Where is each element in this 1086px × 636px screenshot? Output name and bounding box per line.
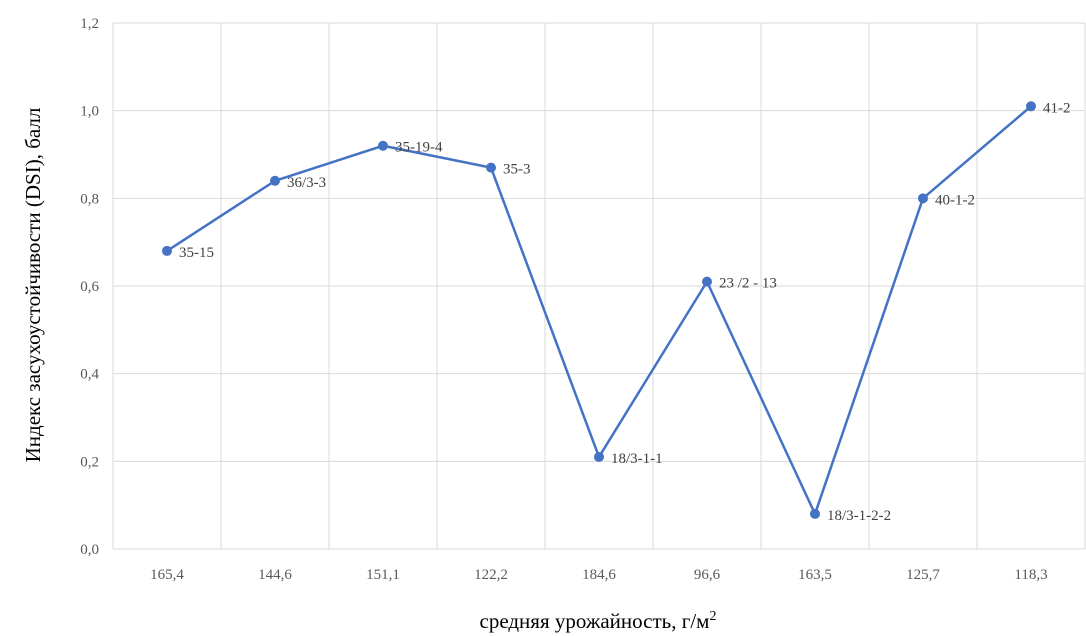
y-tick-label: 0,6 <box>80 279 99 295</box>
x-tick-label: 165,4 <box>150 567 184 583</box>
data-point <box>378 140 388 151</box>
data-point <box>810 508 820 519</box>
data-label: 35-19-4 <box>395 140 443 156</box>
data-label: 41-2 <box>1043 100 1071 116</box>
x-tick-label: 118,3 <box>1014 567 1047 583</box>
series-layer <box>162 101 1036 519</box>
data-point <box>702 276 712 287</box>
y-tick-label: 1,0 <box>80 104 99 120</box>
y-tick-label: 0,8 <box>80 191 99 207</box>
y-tick-label: 0,2 <box>80 454 99 470</box>
x-tick-label: 151,1 <box>366 567 400 583</box>
data-point <box>1026 101 1036 112</box>
y-tick-label: 1,2 <box>80 16 99 32</box>
data-point <box>162 245 172 256</box>
label-layer: 35-15 36/3-3 35-19-4 35-3 18/3-1-1 23 /2 - 13… <box>179 100 1071 524</box>
y-axis-title: Индекс засухоустойчивости (DSI), балл <box>21 108 45 463</box>
y-tick-label: 0,0 <box>80 542 99 558</box>
data-label: 18/3-1-2-2 <box>827 508 891 524</box>
data-point <box>270 175 280 186</box>
x-tick-label: 96,6 <box>694 567 721 583</box>
x-tick-label: 144,6 <box>258 567 292 583</box>
grid-layer <box>112 22 1086 550</box>
x-tick-label: 125,7 <box>906 567 940 583</box>
x-tick-label: 184,6 <box>582 567 616 583</box>
x-tick-label: 122,2 <box>474 567 508 583</box>
data-point <box>486 162 496 173</box>
data-label: 35-3 <box>503 162 531 178</box>
data-label: 18/3-1-1 <box>611 451 663 467</box>
data-point <box>918 193 928 204</box>
axis-layer: 0,0 0,2 0,4 0,6 0,8 1,0 1,2 165,4 144,6 151,1 122,… <box>80 16 1047 583</box>
x-axis-title: средняя урожайность, г/м2 <box>480 609 717 633</box>
data-label: 40-1-2 <box>935 192 975 208</box>
data-point <box>594 451 604 462</box>
y-tick-label: 0,4 <box>80 367 99 383</box>
data-label: 35-15 <box>179 245 214 261</box>
x-axis-title-superscript: 2 <box>709 609 716 624</box>
x-axis-title-text: средняя урожайность, г/м <box>480 609 710 633</box>
data-label: 23 /2 - 13 <box>719 276 777 292</box>
data-label: 36/3-3 <box>287 175 326 191</box>
x-tick-label: 163,5 <box>798 567 832 583</box>
